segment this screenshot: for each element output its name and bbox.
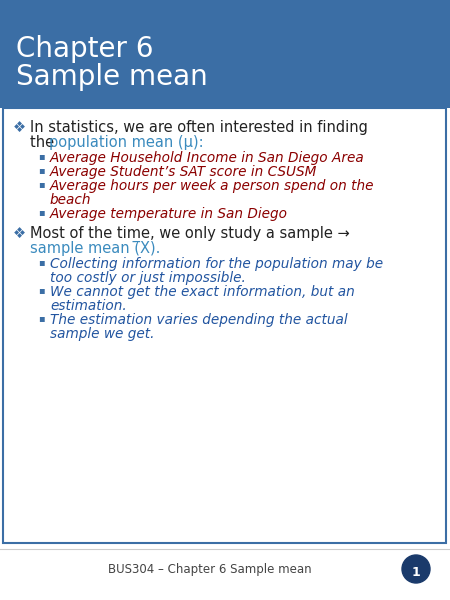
Text: Collecting information for the population may be: Collecting information for the populatio… [50, 257, 383, 271]
Text: Average temperature in San Diego: Average temperature in San Diego [50, 207, 288, 221]
Text: ▪: ▪ [38, 285, 45, 295]
Bar [0, 0, 450, 108]
Text: Average hours per week a person spend on the: Average hours per week a person spend on… [50, 179, 374, 193]
Text: Most of the time, we only study a sample →: Most of the time, we only study a sample… [30, 226, 350, 241]
Text: 1: 1 [412, 565, 420, 578]
Bar [3, 108, 446, 543]
Text: estimation.: estimation. [50, 299, 127, 313]
Text: sample mean (̅X).: sample mean (̅X). [30, 241, 160, 256]
Text: Average Student’s SAT score in CSUSM: Average Student’s SAT score in CSUSM [50, 165, 317, 179]
Text: Average Household Income in San Diego Area: Average Household Income in San Diego Ar… [50, 151, 365, 165]
Text: too costly or just impossible.: too costly or just impossible. [50, 271, 246, 285]
Text: In statistics, we are often interested in finding: In statistics, we are often interested i… [30, 120, 368, 135]
Text: Chapter 6: Chapter 6 [16, 35, 153, 63]
Circle shape [418, 562, 424, 569]
Text: ▪: ▪ [38, 165, 45, 175]
Text: ❖: ❖ [13, 120, 26, 135]
Text: ▪: ▪ [38, 179, 45, 189]
Text: the: the [30, 135, 59, 150]
Text: We cannot get the exact information, but an: We cannot get the exact information, but… [50, 285, 355, 299]
Text: ▪: ▪ [38, 207, 45, 217]
Text: ▪: ▪ [38, 257, 45, 267]
Text: beach: beach [50, 193, 91, 207]
Ellipse shape [407, 566, 425, 580]
Circle shape [402, 555, 430, 583]
Text: ▪: ▪ [38, 151, 45, 161]
Text: population mean (μ):: population mean (μ): [49, 135, 203, 150]
Text: BUS304 – Chapter 6 Sample mean: BUS304 – Chapter 6 Sample mean [108, 563, 312, 577]
Text: ▪: ▪ [38, 313, 45, 323]
Circle shape [404, 566, 410, 574]
Text: Sample mean: Sample mean [16, 63, 208, 91]
Text: ❖: ❖ [13, 226, 26, 241]
Text: The estimation varies depending the actual: The estimation varies depending the actu… [50, 313, 347, 327]
Text: sample we get.: sample we get. [50, 327, 154, 341]
Circle shape [422, 566, 428, 574]
Circle shape [408, 562, 414, 569]
